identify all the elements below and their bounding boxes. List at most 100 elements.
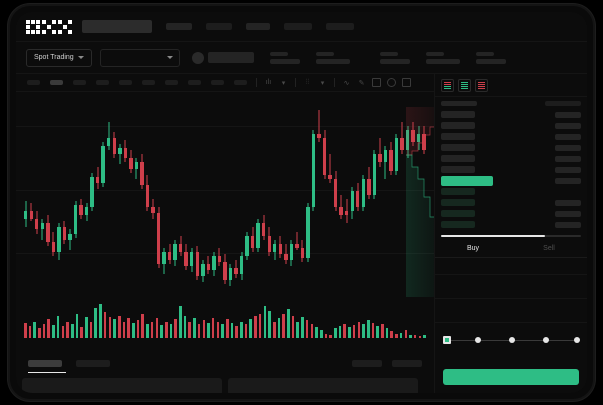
orderbook[interactable] bbox=[435, 97, 587, 229]
candle bbox=[118, 92, 122, 304]
orderbook-both-icon[interactable] bbox=[441, 79, 454, 92]
search-input[interactable] bbox=[82, 20, 152, 33]
chart-type-icon[interactable]: ⫶⫶ bbox=[305, 78, 310, 86]
trading-mode-dropdown[interactable]: Spot Trading bbox=[26, 48, 92, 67]
orderbook-ask-row[interactable] bbox=[441, 165, 581, 174]
chevron-down-icon bbox=[166, 56, 173, 59]
settings-icon[interactable] bbox=[387, 78, 396, 87]
bottom-pane-2[interactable] bbox=[228, 378, 418, 393]
volume-bar bbox=[423, 334, 426, 338]
orderbook-asks-icon[interactable] bbox=[475, 79, 488, 92]
nav-link-5[interactable] bbox=[326, 23, 354, 30]
pencil-icon[interactable]: ✎ bbox=[358, 79, 365, 87]
candle bbox=[311, 92, 316, 304]
candle bbox=[190, 92, 194, 304]
candle bbox=[344, 92, 349, 304]
order-field-1[interactable] bbox=[435, 258, 587, 275]
camera-icon[interactable] bbox=[372, 78, 381, 87]
volume-bar bbox=[193, 318, 196, 338]
orderbook-bid-row[interactable] bbox=[441, 198, 581, 207]
orderbook-bid-row[interactable] bbox=[441, 209, 581, 218]
candle bbox=[57, 92, 61, 304]
tab-sell[interactable]: Sell bbox=[543, 245, 555, 252]
okx-logo[interactable] bbox=[26, 19, 72, 34]
volume-bar bbox=[70, 323, 74, 338]
fullscreen-icon[interactable] bbox=[402, 78, 411, 87]
orderbook-bids-icon[interactable] bbox=[458, 79, 471, 92]
orderbook-ask-row[interactable] bbox=[441, 132, 581, 141]
volume-bar bbox=[183, 316, 187, 338]
price-candlestick-chart[interactable] bbox=[16, 92, 434, 304]
volume-bar bbox=[399, 332, 403, 338]
indicators-icon[interactable]: ılı bbox=[265, 79, 272, 86]
candle-body bbox=[350, 190, 354, 212]
orderbook-ask-row[interactable] bbox=[441, 121, 581, 130]
volume-bar bbox=[75, 313, 79, 338]
candle-body bbox=[367, 178, 371, 195]
tab-buy[interactable]: Buy bbox=[466, 245, 480, 252]
pair-select-dropdown[interactable] bbox=[99, 48, 180, 67]
volume-bar bbox=[38, 328, 41, 338]
orderbook-bid-row[interactable] bbox=[441, 220, 581, 229]
nav-link-1[interactable] bbox=[166, 23, 192, 30]
chart-tab-2[interactable] bbox=[76, 359, 110, 367]
candle bbox=[339, 92, 343, 304]
chevron-down-icon[interactable]: ▾ bbox=[320, 79, 325, 87]
timeframe-button-5[interactable] bbox=[119, 80, 132, 85]
slider-step-4[interactable] bbox=[543, 337, 549, 343]
candle-body bbox=[90, 176, 94, 208]
slider-step-3[interactable] bbox=[509, 337, 515, 343]
chevron-down-icon[interactable]: ▾ bbox=[281, 79, 286, 87]
bottom-pane-1[interactable] bbox=[22, 378, 222, 393]
orderbook-ratio-bar[interactable] bbox=[441, 235, 581, 237]
timeframe-button-3[interactable] bbox=[73, 80, 86, 85]
timeframe-button-7[interactable] bbox=[165, 80, 178, 85]
slider-handle[interactable] bbox=[443, 336, 451, 344]
app-screen: Spot Trading bbox=[16, 12, 587, 393]
timeframe-button-1[interactable] bbox=[27, 80, 40, 85]
chart-tab-action-1[interactable] bbox=[352, 359, 382, 367]
candle bbox=[173, 92, 177, 304]
volume-bar bbox=[169, 323, 173, 338]
amount-percentage-slider[interactable] bbox=[443, 336, 580, 345]
chart-tab-1[interactable] bbox=[28, 359, 66, 373]
candle bbox=[107, 92, 111, 304]
volume-bar bbox=[301, 317, 304, 338]
chart-gridline bbox=[16, 125, 434, 127]
candle-body bbox=[73, 205, 78, 234]
orderbook-ask-row[interactable] bbox=[441, 154, 581, 163]
order-field-3[interactable] bbox=[435, 299, 587, 323]
volume-bar bbox=[226, 319, 229, 338]
timeframe-button-9[interactable] bbox=[211, 80, 224, 85]
volume-histogram bbox=[16, 304, 434, 346]
volume-bar bbox=[409, 334, 412, 338]
candle-body bbox=[62, 227, 67, 240]
volume-bar bbox=[211, 318, 215, 338]
orderbook-bid-row[interactable] bbox=[441, 187, 581, 196]
timeframe-button-2[interactable] bbox=[50, 80, 63, 85]
candle-wick bbox=[69, 229, 71, 250]
slider-step-2[interactable] bbox=[475, 337, 481, 343]
candle-body bbox=[250, 235, 255, 248]
nav-link-3[interactable] bbox=[246, 23, 270, 30]
candle-body bbox=[256, 223, 260, 248]
timeframe-button-8[interactable] bbox=[188, 80, 201, 85]
candle bbox=[223, 92, 227, 304]
candle-body bbox=[228, 268, 233, 281]
candle-wick bbox=[119, 144, 121, 165]
timeframe-button-4[interactable] bbox=[96, 80, 109, 85]
nav-link-2[interactable] bbox=[206, 23, 232, 30]
timeframe-button-10[interactable] bbox=[234, 80, 247, 85]
volume-bar bbox=[263, 306, 267, 338]
nav-link-4[interactable] bbox=[284, 23, 312, 30]
line-tool-icon[interactable]: ∿ bbox=[343, 79, 350, 87]
orderbook-ask-row[interactable] bbox=[441, 143, 581, 152]
submit-order-button[interactable] bbox=[443, 369, 579, 385]
chart-tab-action-2[interactable] bbox=[392, 359, 422, 367]
slider-step-5[interactable] bbox=[574, 337, 580, 343]
order-field-2[interactable] bbox=[435, 275, 587, 299]
orderbook-ask-row[interactable] bbox=[441, 110, 581, 119]
candle bbox=[361, 92, 365, 304]
candle-body bbox=[190, 251, 194, 266]
timeframe-button-6[interactable] bbox=[142, 80, 155, 85]
